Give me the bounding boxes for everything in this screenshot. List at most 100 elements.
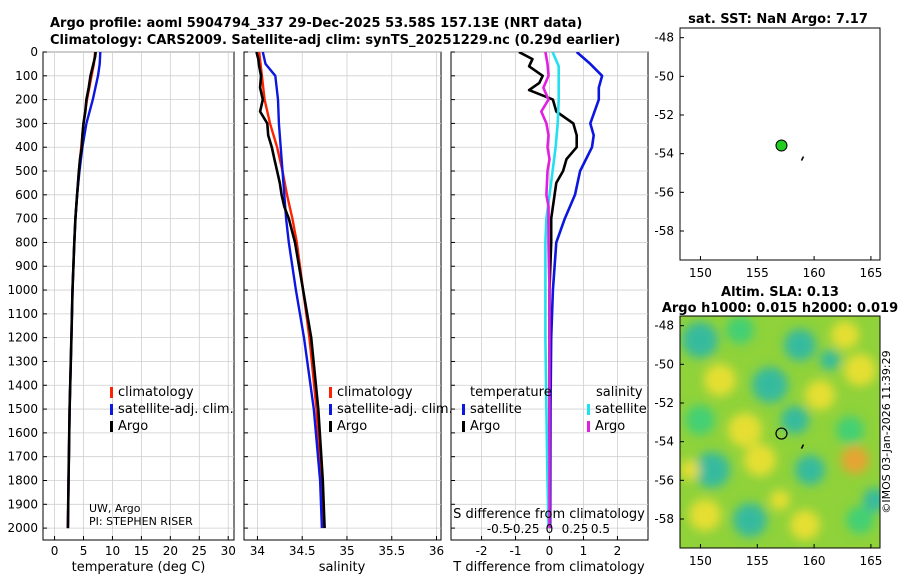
sla-blob: [728, 413, 762, 447]
legend-diff-t-satellite-label: satellite: [470, 402, 522, 417]
diff-series-3: [539, 52, 551, 529]
sla-map-panel: Altim. SLA: 0.13 Argo h1000: 0.015 h2000…: [654, 285, 898, 568]
map-y-tick-label: -58: [654, 512, 674, 526]
legend-satellite-label: satellite-adj. clim.: [118, 402, 234, 417]
difference-panel: -2 -1 0 1 2 -0.5-0.25 0 0.25 0.5 T difference fr…: [450, 51, 649, 575]
series-line-argo: [66, 52, 97, 529]
depth-tick-label: 1000: [7, 283, 38, 297]
sla-blob: [841, 446, 869, 474]
sla-blob: [733, 503, 767, 537]
top-x-tick-label: 0: [546, 522, 554, 536]
sla-blob: [704, 364, 736, 396]
diff-series-0: [548, 52, 604, 529]
map-y-tick-label: -58: [654, 224, 674, 238]
map-x-tick-label: 165: [859, 266, 882, 280]
x-tick-label: 1: [580, 544, 588, 558]
legend-argo-label: Argo: [118, 419, 148, 434]
difference-legend: temperature salinity satellite Argo sate…: [462, 385, 647, 434]
sla-blob: [820, 350, 840, 370]
map-x-tick-label: 165: [859, 554, 882, 568]
depth-tick-label: 1100: [7, 307, 38, 321]
sla-blob: [689, 499, 721, 531]
salinity-axes: [243, 51, 442, 541]
x-tick-label: 15: [134, 544, 149, 558]
legend-diff-s-argo-label: Argo: [595, 419, 625, 434]
depth-tick-label: 2000: [7, 521, 38, 535]
depth-tick-label: 400: [15, 140, 38, 154]
float-track-mark: [800, 156, 805, 161]
map-y-tick-label: -52: [654, 108, 674, 122]
depth-tick-label: 1800: [7, 473, 38, 487]
sla-map-title-line1: Altim. SLA: 0.13: [721, 285, 839, 300]
float-track-mark: [800, 444, 805, 449]
x-tick-label: 0: [51, 544, 59, 558]
sla-heatmap: [680, 316, 880, 548]
sla-blob: [685, 405, 715, 435]
legend-climatology-label: climatology: [118, 385, 194, 400]
sla-blob: [795, 455, 825, 485]
legend-diff-t-satellite-swatch: [462, 404, 465, 415]
x-tick-label: 35.5: [378, 544, 405, 558]
imos-watermark: ©IMOS 03-Jan-2026 11:39:29: [880, 350, 893, 513]
x-tick-label: -1: [510, 544, 522, 558]
sla-blob: [726, 316, 754, 344]
x-tick-label: 5: [80, 544, 88, 558]
series-line-climatology: [258, 52, 324, 529]
legend2-satellite-swatch: [329, 404, 332, 415]
top-x-tick-label: 0.25: [562, 522, 589, 536]
x-tick-label: 36: [429, 544, 444, 558]
legend-diff-temperature-title: temperature: [470, 385, 552, 400]
depth-tick-label: 800: [15, 235, 38, 249]
sla-blob: [784, 329, 816, 361]
temperature-panel: 0100200300400500600700800900100011001200…: [7, 45, 235, 575]
top-x-tick-label: -0.5: [487, 522, 510, 536]
legend-diff-salinity-title: salinity: [596, 385, 643, 400]
depth-tick-label: 700: [15, 212, 38, 226]
depth-tick-label: 200: [15, 93, 38, 107]
depth-tick-label: 300: [15, 116, 38, 130]
sla-blob: [744, 444, 776, 476]
map-x-tick-label: 160: [803, 266, 826, 280]
depth-tick-label: 1900: [7, 497, 38, 511]
x-tick-label: 34.5: [289, 544, 316, 558]
map-x-tick-label: 150: [689, 554, 712, 568]
sla-blob: [770, 490, 790, 510]
credit-line1: UW, Argo: [89, 502, 141, 515]
top-x-tick-label: -0.25: [508, 522, 539, 536]
sla-blob: [790, 510, 820, 540]
depth-tick-label: 100: [15, 69, 38, 83]
x-tick-label: 0: [546, 544, 554, 558]
diff-series-2: [544, 52, 561, 529]
sla-blob: [752, 367, 788, 403]
sla-map-title-line2: Argo h1000: 0.015 h2000: 0.019: [662, 301, 898, 316]
depth-tick-label: 1500: [7, 402, 38, 416]
map-y-tick-label: -48: [654, 31, 674, 45]
legend-diff-t-argo-label: Argo: [470, 419, 500, 434]
depth-tick-label: 1200: [7, 331, 38, 345]
map-y-tick-label: -54: [654, 435, 674, 449]
figure-title-line1: Argo profile: aoml 5904794_337 29-Dec-20…: [50, 16, 582, 31]
temperature-axes: [42, 51, 235, 541]
difference-xlabel: T difference from climatology: [452, 560, 645, 575]
legend2-climatology-label: climatology: [337, 385, 413, 400]
depth-tick-label: 1300: [7, 354, 38, 368]
map-x-tick-label: 150: [689, 266, 712, 280]
sla-blob: [682, 322, 718, 358]
x-tick-label: 25: [192, 544, 207, 558]
x-tick-label: 30: [221, 544, 236, 558]
sla-blob: [680, 460, 700, 480]
profile-legend-2: climatology satellite-adj. clim. Argo: [329, 385, 453, 434]
legend-argo-swatch: [110, 421, 113, 432]
credit-line2: PI: STEPHEN RISER: [89, 515, 193, 528]
sla-blob: [805, 380, 835, 410]
legend2-argo-swatch: [329, 421, 332, 432]
map-x-tick-label: 155: [746, 554, 769, 568]
depth-tick-label: 1600: [7, 426, 38, 440]
map-x-tick-label: 155: [746, 266, 769, 280]
sla-blob: [836, 416, 864, 444]
depth-tick-label: 1400: [7, 378, 38, 392]
top-x-tick-label: 0.5: [591, 522, 610, 536]
sst-map-panel: sat. SST: NaN Argo: 7.17 -48 -50 -52 -54 -56…: [654, 12, 882, 280]
legend-diff-t-argo-swatch: [462, 421, 465, 432]
temperature-xlabel: temperature (deg C): [72, 560, 206, 575]
